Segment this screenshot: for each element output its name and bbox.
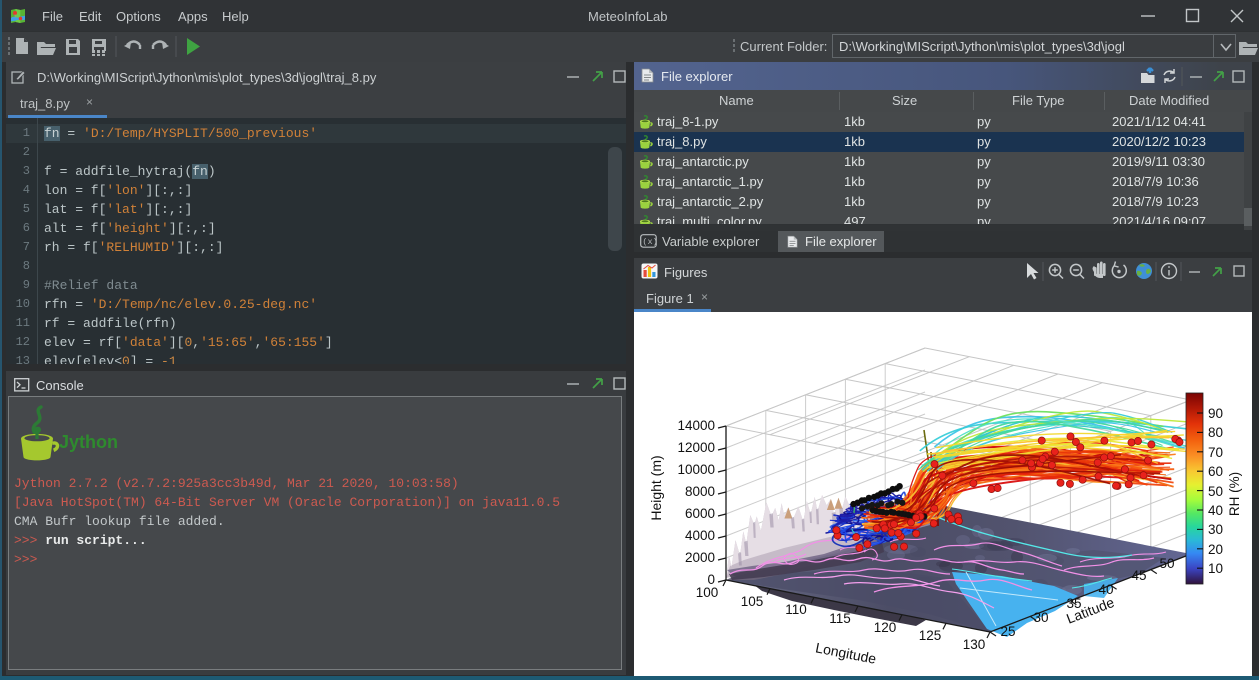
svg-text:30: 30 <box>1033 610 1048 625</box>
svg-text:20: 20 <box>1208 542 1223 557</box>
svg-text:40: 40 <box>1208 503 1223 518</box>
svg-text:100: 100 <box>696 585 719 600</box>
svg-text:10: 10 <box>1208 561 1223 576</box>
svg-text:45: 45 <box>1131 568 1146 583</box>
svg-text:115: 115 <box>829 611 851 626</box>
svg-text:Jython: Jython <box>59 432 118 452</box>
svg-text:6000: 6000 <box>685 506 715 521</box>
svg-text:30: 30 <box>1208 522 1223 537</box>
svg-text:0: 0 <box>707 572 715 587</box>
svg-text:Height (m): Height (m) <box>648 455 664 520</box>
svg-text:4000: 4000 <box>685 528 715 543</box>
svg-text:14000: 14000 <box>677 418 715 433</box>
svg-text:70: 70 <box>1208 445 1223 460</box>
svg-text:50: 50 <box>1208 484 1223 499</box>
svg-text:(x): (x) <box>642 237 657 247</box>
svg-text:80: 80 <box>1208 425 1223 440</box>
svg-text:25: 25 <box>1000 624 1015 639</box>
svg-text:105: 105 <box>741 594 764 609</box>
svg-text:35: 35 <box>1066 596 1081 611</box>
svg-text:90: 90 <box>1208 406 1223 421</box>
svg-text:8000: 8000 <box>685 484 715 499</box>
svg-text:10000: 10000 <box>677 462 715 477</box>
svg-text:120: 120 <box>874 620 897 635</box>
svg-text:130: 130 <box>963 637 986 652</box>
svg-text:12000: 12000 <box>677 440 715 455</box>
svg-text:RH (%): RH (%) <box>1227 472 1242 516</box>
svg-text:40: 40 <box>1098 582 1113 597</box>
svg-text:60: 60 <box>1208 464 1223 479</box>
svg-text:125: 125 <box>919 628 942 643</box>
svg-text:2000: 2000 <box>685 550 715 565</box>
svg-text:50: 50 <box>1159 556 1174 571</box>
svg-text:110: 110 <box>785 602 807 617</box>
